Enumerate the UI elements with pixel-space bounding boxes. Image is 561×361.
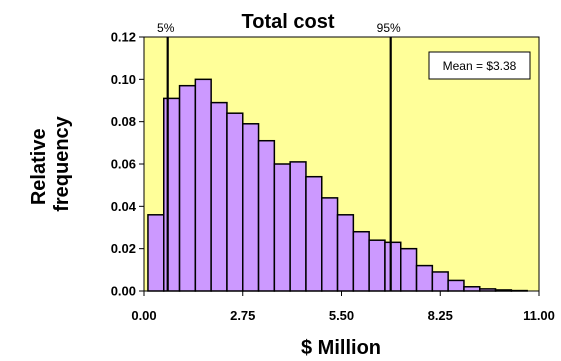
bar-20	[447, 279, 465, 292]
bar-19	[431, 271, 449, 292]
x-tick-label-4: 8.25	[428, 308, 453, 323]
bars-group	[147, 78, 528, 292]
y-axis-title-line-2: frequency	[51, 115, 73, 211]
x-tick-label-1: 0.00	[131, 308, 156, 323]
y-axis-ticks: 0.00 0.02 0.04 0.06 0.08 0.10 0.12	[111, 30, 144, 299]
bar-14	[352, 230, 370, 292]
bar-17	[400, 247, 418, 292]
bar-21	[463, 286, 481, 292]
bar-10	[289, 161, 307, 292]
bar-11	[305, 175, 323, 292]
y-tick-label-5: 0.08	[111, 114, 136, 129]
bar-1	[147, 214, 165, 292]
bar-5	[210, 101, 228, 292]
mean-annotation: Mean = $3.38	[443, 59, 517, 73]
x-axis-ticks: 0.00 2.75 5.50 8.25 11.00	[131, 291, 555, 323]
bar-15	[368, 239, 386, 292]
y-tick-label-3: 0.04	[111, 199, 137, 214]
y-tick-label-6: 0.10	[111, 72, 136, 87]
bar-6	[226, 112, 244, 292]
y-tick-label-4: 0.06	[111, 157, 136, 172]
percentile-lines: 5% 95%	[157, 21, 401, 291]
bar-12	[321, 197, 339, 292]
y-tick-label-1: 0.00	[111, 284, 136, 299]
x-tick-label-2: 2.75	[230, 308, 255, 323]
x-tick-label-5: 11.00	[523, 308, 555, 323]
y-axis-title-line-1: Relative	[28, 128, 50, 205]
chart-title: Total cost	[242, 11, 335, 33]
y-axis-title: Relative frequency	[28, 115, 73, 211]
y-tick-label-2: 0.02	[111, 241, 136, 256]
bar-7	[242, 123, 260, 292]
bar-4	[194, 78, 212, 292]
bar-18	[415, 264, 434, 292]
bar-2	[163, 97, 181, 292]
bar-8	[257, 139, 276, 292]
x-tick-label-3: 5.50	[329, 308, 354, 323]
bar-13	[336, 214, 355, 292]
bar-16	[384, 241, 402, 292]
percentile-label-1: 5%	[157, 21, 175, 35]
bar-23	[494, 289, 513, 292]
x-axis-title: $ Million	[301, 337, 381, 359]
percentile-label-2: 95%	[377, 21, 401, 35]
bar-22	[479, 288, 497, 292]
bar-3	[178, 84, 197, 292]
y-tick-label-7: 0.12	[111, 30, 136, 45]
mean-annotation-box	[428, 51, 531, 80]
bar-9	[273, 163, 291, 292]
